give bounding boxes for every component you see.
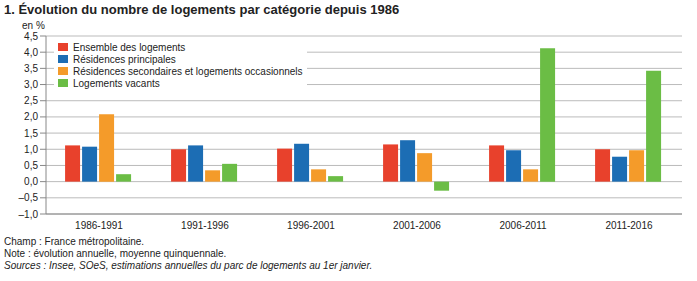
svg-text:1,5: 1,5: [24, 128, 38, 139]
svg-text:3,5: 3,5: [24, 63, 38, 74]
svg-text:0,0: 0,0: [24, 176, 38, 187]
svg-text:4,5: 4,5: [24, 31, 38, 42]
html-text:Sources : Insee, SOeS, estimat: Sources : Insee, SOeS, estimations annue…: [4, 260, 373, 271]
svg-text:2,0: 2,0: [24, 111, 38, 122]
svg-text:3,0: 3,0: [24, 79, 38, 90]
svg-text:4,0: 4,0: [24, 47, 38, 58]
svg-text:2011-2016: 2011-2016: [605, 220, 653, 231]
svg-text:1986-1991: 1986-1991: [75, 220, 123, 231]
svg-text:2,5: 2,5: [24, 95, 38, 106]
svg-text:–0,5: –0,5: [19, 192, 39, 203]
html-text:en %: en %: [22, 20, 45, 31]
html-text:Logements vacants: Logements vacants: [73, 77, 160, 89]
html-text:Résidences principales: Résidences principales: [73, 53, 176, 65]
svg-text:2001-2006: 2001-2006: [393, 220, 441, 231]
svg-text:1991-1996: 1991-1996: [181, 220, 229, 231]
html-text:Champ : France métropolitaine.: Champ : France métropolitaine.: [4, 236, 145, 247]
html-text:Note : évolution annuelle, moy: Note : évolution annuelle, moyenne quinq…: [4, 248, 227, 259]
svg-text:0,5: 0,5: [24, 160, 38, 171]
svg-text:1996-2001: 1996-2001: [287, 220, 335, 231]
html-text:Ensemble des logements: Ensemble des logements: [73, 41, 186, 53]
html-text:Résidences secondaires et loge: Résidences secondaires et logements occa…: [73, 65, 303, 77]
svg-text:2006-2011: 2006-2011: [499, 220, 547, 231]
html-text:1. Évolution du nombre de loge: 1. Évolution du nombre de logements par …: [4, 2, 400, 17]
svg-text:1,0: 1,0: [24, 144, 38, 155]
svg-text:–1,0: –1,0: [19, 209, 39, 220]
